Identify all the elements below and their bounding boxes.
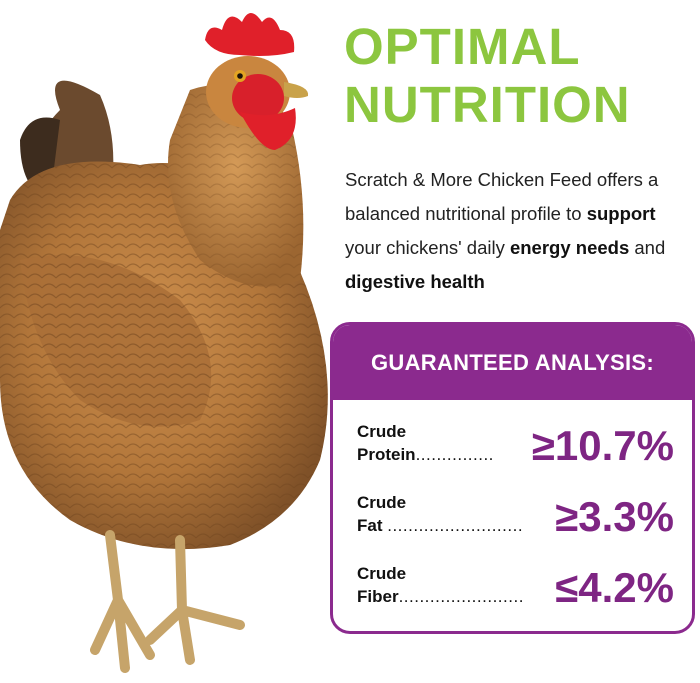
left-leg (90, 530, 155, 673)
analysis-row-protein: Crude Protein............... ≥10.7% (357, 420, 674, 470)
description-bold-1: support (586, 203, 656, 224)
analysis-row-fat: Crude Fat .......................... ≥3.… (357, 491, 674, 541)
leader-dots: ............... (415, 445, 494, 464)
headline-line2: NUTRITION (344, 76, 631, 133)
analysis-label-line1: Crude (357, 564, 407, 583)
analysis-label-line2: Fiber (357, 587, 399, 606)
description-text-1: Scratch & More Chicken Feed offers a bal… (345, 169, 659, 224)
analysis-label-line1: Crude (357, 422, 407, 441)
analysis-value: ≥3.3% (555, 493, 674, 540)
description-bold-3: digestive health (345, 271, 485, 292)
analysis-label: Crude Protein............... (357, 420, 494, 466)
leader-dots: .......................... (387, 516, 524, 535)
beak (284, 82, 309, 98)
headline: OPTIMAL NUTRITION (344, 18, 694, 134)
right-leg (145, 535, 245, 665)
analysis-label-line1: Crude (357, 493, 407, 512)
guaranteed-analysis-title: GUARANTEED ANALYSIS: (333, 325, 692, 400)
hen-illustration (0, 13, 328, 673)
guaranteed-analysis-card: GUARANTEED ANALYSIS: Crude Protein......… (330, 322, 695, 634)
description: Scratch & More Chicken Feed offers a bal… (345, 163, 695, 299)
comb (205, 13, 295, 56)
analysis-value: ≥10.7% (531, 422, 674, 469)
analysis-label: Crude Fat .......................... (357, 491, 523, 537)
headline-line1: OPTIMAL (344, 18, 581, 75)
analysis-label-line2: Fat (357, 516, 383, 535)
analysis-value: ≤4.2% (555, 564, 674, 611)
leader-dots: ........................ (398, 587, 524, 606)
description-text-3: and (629, 237, 666, 258)
analysis-label: Crude Fiber........................ (357, 562, 524, 608)
analysis-label-line2: Protein (357, 445, 416, 464)
description-text-2: your chickens' daily (345, 237, 510, 258)
analysis-row-fiber: Crude Fiber........................ ≤4.2… (357, 562, 674, 612)
wattle (240, 108, 296, 150)
description-bold-2: energy needs (509, 237, 630, 258)
